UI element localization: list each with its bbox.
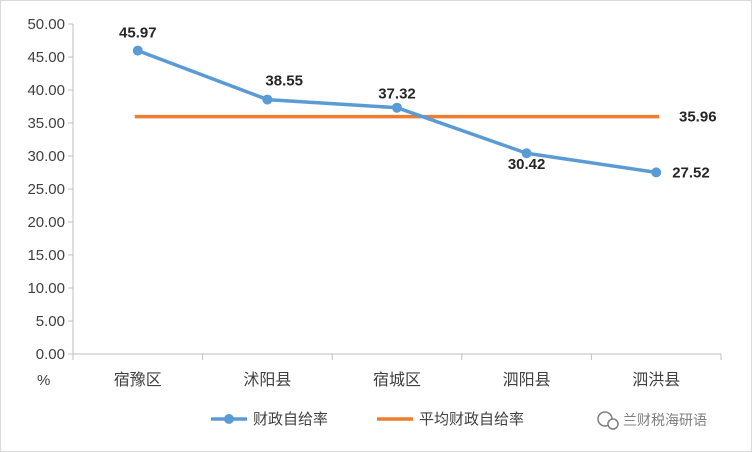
series-layer: [132, 45, 662, 178]
x-tick-label: 沭阳县: [243, 370, 291, 389]
legend-marker-main: [224, 414, 234, 424]
x-axis: 宿豫区 沭阳县 宿城区 泗阳县 泗洪县: [72, 354, 722, 389]
legend-label-average: 平均财政自给率: [419, 410, 524, 428]
legend: 财政自给率 平均财政自给率: [211, 410, 524, 428]
data-label: 37.32: [378, 86, 416, 103]
data-point: [521, 148, 532, 159]
y-tick-label: 50.00: [27, 16, 65, 33]
legend-label-main: 财政自给率: [253, 410, 328, 428]
x-tick-label: 泗阳县: [503, 370, 551, 389]
y-tick-label: 35.00: [27, 115, 65, 132]
data-label: 38.55: [265, 73, 303, 90]
data-point: [132, 45, 143, 56]
y-tick-label: 5.00: [36, 313, 65, 330]
y-unit-label: %: [37, 372, 50, 389]
y-tick-label: 15.00: [27, 247, 65, 264]
watermark: 兰财税海研语: [597, 411, 707, 430]
y-tick-label: 20.00: [27, 214, 65, 231]
x-tick-label: 宿城区: [373, 370, 421, 389]
x-tick-label: 泗洪县: [632, 370, 680, 389]
data-point: [262, 94, 273, 105]
data-point: [392, 102, 402, 113]
data-point: [651, 167, 662, 178]
data-label: 30.42: [508, 156, 546, 173]
x-tick-label: 宿豫区: [114, 370, 162, 389]
data-label: 45.97: [119, 25, 157, 42]
data-label: 27.52: [672, 164, 710, 181]
average-data-label: 35.96: [679, 109, 717, 126]
y-axis: 0.00 5.00 10.00 15.00 20.00 25.00 30.00 35.00 40…: [27, 16, 73, 363]
y-tick-label: 45.00: [27, 49, 65, 66]
wechat-icon-bubble: [607, 418, 619, 430]
data-labels: 35.96 45.97 38.55 37.32 30.42 27.52: [119, 25, 717, 182]
y-tick-label: 0.00: [36, 346, 65, 363]
watermark-text: 兰财税海研语: [623, 413, 707, 429]
y-tick-label: 10.00: [27, 280, 65, 297]
y-tick-label: 40.00: [27, 82, 65, 99]
y-tick-label: 30.00: [27, 148, 65, 165]
y-tick-label: 25.00: [27, 181, 65, 198]
axes: %: [37, 24, 721, 389]
